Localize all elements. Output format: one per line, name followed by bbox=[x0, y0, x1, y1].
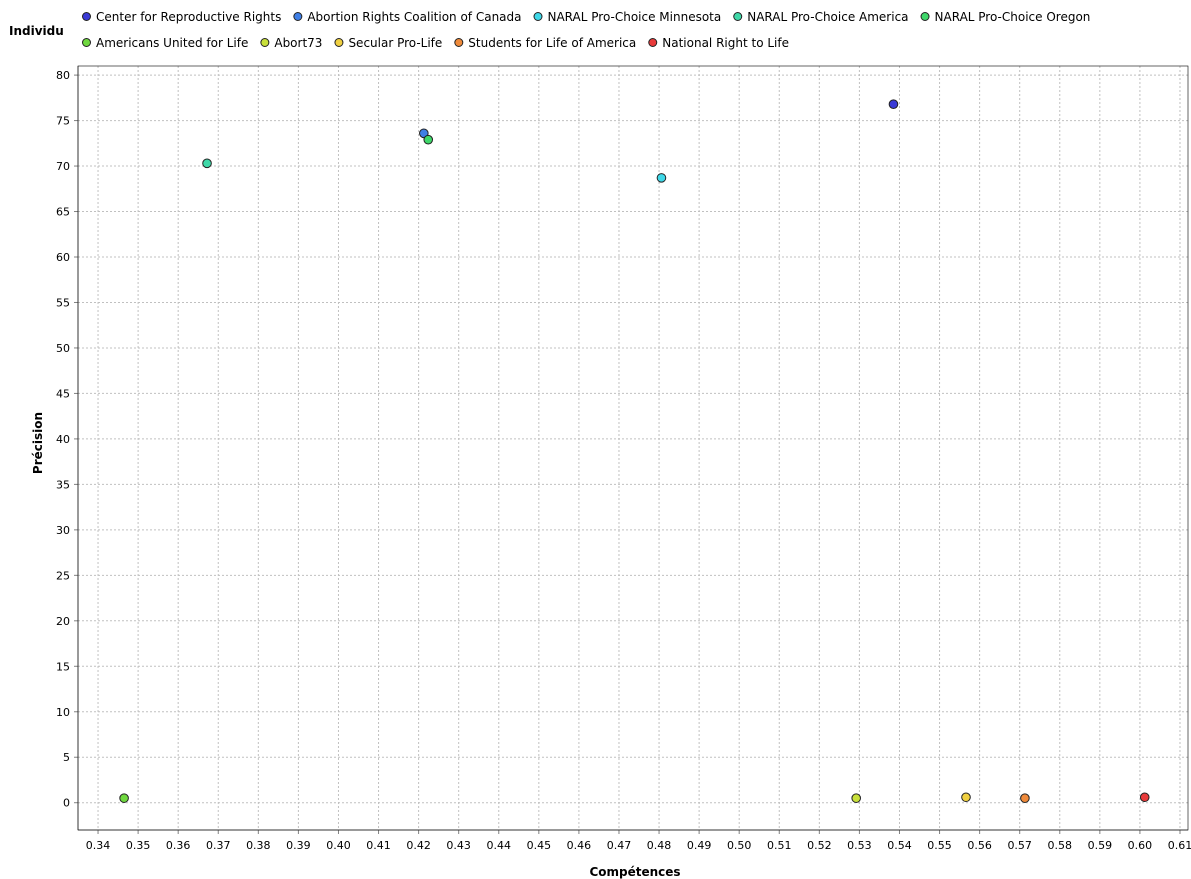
data-point bbox=[888, 99, 899, 109]
legend-item-label: Secular Pro-Life bbox=[348, 36, 442, 50]
x-tick-label: 0.57 bbox=[1007, 839, 1032, 852]
y-tick-label: 55 bbox=[56, 296, 70, 309]
y-tick-label: 50 bbox=[56, 342, 70, 355]
y-tick-label: 15 bbox=[56, 660, 70, 673]
x-tick-label: 0.45 bbox=[527, 839, 552, 852]
legend-item-label: NARAL Pro-Choice Oregon bbox=[935, 10, 1091, 24]
legend: Center for Reproductive Rights Abortion R… bbox=[82, 10, 1091, 50]
data-point bbox=[851, 793, 862, 803]
x-tick-label: 0.40 bbox=[326, 839, 351, 852]
y-tick-label: 25 bbox=[56, 569, 70, 582]
x-tick-label: 0.59 bbox=[1088, 839, 1113, 852]
y-tick-label: 60 bbox=[56, 251, 70, 264]
x-tick-label: 0.50 bbox=[727, 839, 752, 852]
legend-item-label: NARAL Pro-Choice America bbox=[747, 10, 908, 24]
x-tick-label: 0.41 bbox=[366, 839, 391, 852]
y-tick-label: 10 bbox=[56, 706, 70, 719]
x-tick-label: 0.46 bbox=[567, 839, 592, 852]
y-tick-label: 20 bbox=[56, 615, 70, 628]
x-tick-label: 0.36 bbox=[166, 839, 191, 852]
data-point bbox=[119, 793, 129, 803]
y-tick-label: 40 bbox=[56, 433, 70, 446]
legend-marker bbox=[260, 38, 270, 47]
legend-marker bbox=[454, 38, 464, 47]
x-tick-label: 0.44 bbox=[487, 839, 512, 852]
data-point bbox=[1020, 793, 1030, 803]
x-tick-label: 0.53 bbox=[847, 839, 872, 852]
y-axis-title: Précision bbox=[31, 412, 45, 474]
legend-item-label: National Right to Life bbox=[662, 36, 789, 50]
legend-item-label: Students for Life of America bbox=[468, 36, 636, 50]
x-tick-label: 0.42 bbox=[406, 839, 431, 852]
x-tick-label: 0.60 bbox=[1128, 839, 1153, 852]
data-point bbox=[202, 158, 212, 169]
legend-title: Individu bbox=[9, 24, 64, 38]
y-tick-label: 70 bbox=[56, 160, 70, 173]
x-tick-label: 0.54 bbox=[887, 839, 912, 852]
x-tick-label: 0.56 bbox=[967, 839, 992, 852]
legend-item-label: Abort73 bbox=[274, 36, 322, 50]
legend-marker bbox=[293, 12, 303, 21]
legend-item-label: Abortion Rights Coalition of Canada bbox=[307, 10, 521, 24]
data-point bbox=[1139, 792, 1150, 803]
y-tick-label: 5 bbox=[63, 751, 70, 764]
plot-border bbox=[77, 65, 1189, 831]
legend-marker bbox=[82, 12, 91, 21]
x-tick-label: 0.52 bbox=[807, 839, 832, 852]
x-tick-label: 0.55 bbox=[927, 839, 952, 852]
legend-marker bbox=[920, 12, 930, 21]
plot-background bbox=[78, 66, 1188, 830]
legend-item-label: NARAL Pro-Choice Minnesota bbox=[548, 10, 722, 24]
plot-area: 0.34 0.35 0.36 0.37 0.38 0.39 0.40 0.41 0.42 0.43… bbox=[56, 65, 1191, 852]
legend-marker bbox=[733, 12, 743, 21]
x-tick-label: 0.58 bbox=[1048, 839, 1073, 852]
x-tick-label: 0.37 bbox=[206, 839, 231, 852]
x-tick-label: 0.49 bbox=[687, 839, 712, 852]
y-tick-label: 30 bbox=[56, 524, 70, 537]
x-axis-title: Compétences bbox=[589, 865, 680, 879]
legend-marker bbox=[82, 38, 91, 47]
data-point bbox=[656, 173, 667, 183]
x-tick-label: 0.39 bbox=[286, 839, 311, 852]
x-tick-label: 0.38 bbox=[246, 839, 271, 852]
x-tick-label: 0.34 bbox=[86, 839, 111, 852]
x-tick-label: 0.43 bbox=[446, 839, 471, 852]
y-tick-label: 45 bbox=[56, 387, 70, 400]
y-tick-label: 80 bbox=[56, 69, 70, 82]
x-tick-label: 0.61 bbox=[1168, 839, 1191, 852]
legend-item-label: Center for Reproductive Rights bbox=[96, 10, 281, 24]
x-tick-label: 0.35 bbox=[126, 839, 151, 852]
y-tick-label: 0 bbox=[63, 797, 70, 810]
data-point bbox=[961, 792, 971, 803]
data-point bbox=[423, 134, 434, 145]
y-tick-label: 65 bbox=[56, 206, 70, 219]
legend-marker bbox=[648, 38, 658, 47]
x-tick-label: 0.47 bbox=[607, 839, 632, 852]
legend-marker bbox=[334, 38, 344, 47]
y-tick-label: 35 bbox=[56, 478, 70, 491]
x-tick-label: 0.51 bbox=[767, 839, 792, 852]
x-tick-label: 0.48 bbox=[647, 839, 672, 852]
y-tick-label: 75 bbox=[56, 115, 70, 128]
legend-marker bbox=[533, 12, 543, 21]
legend-item-label: Americans United for Life bbox=[96, 36, 248, 50]
